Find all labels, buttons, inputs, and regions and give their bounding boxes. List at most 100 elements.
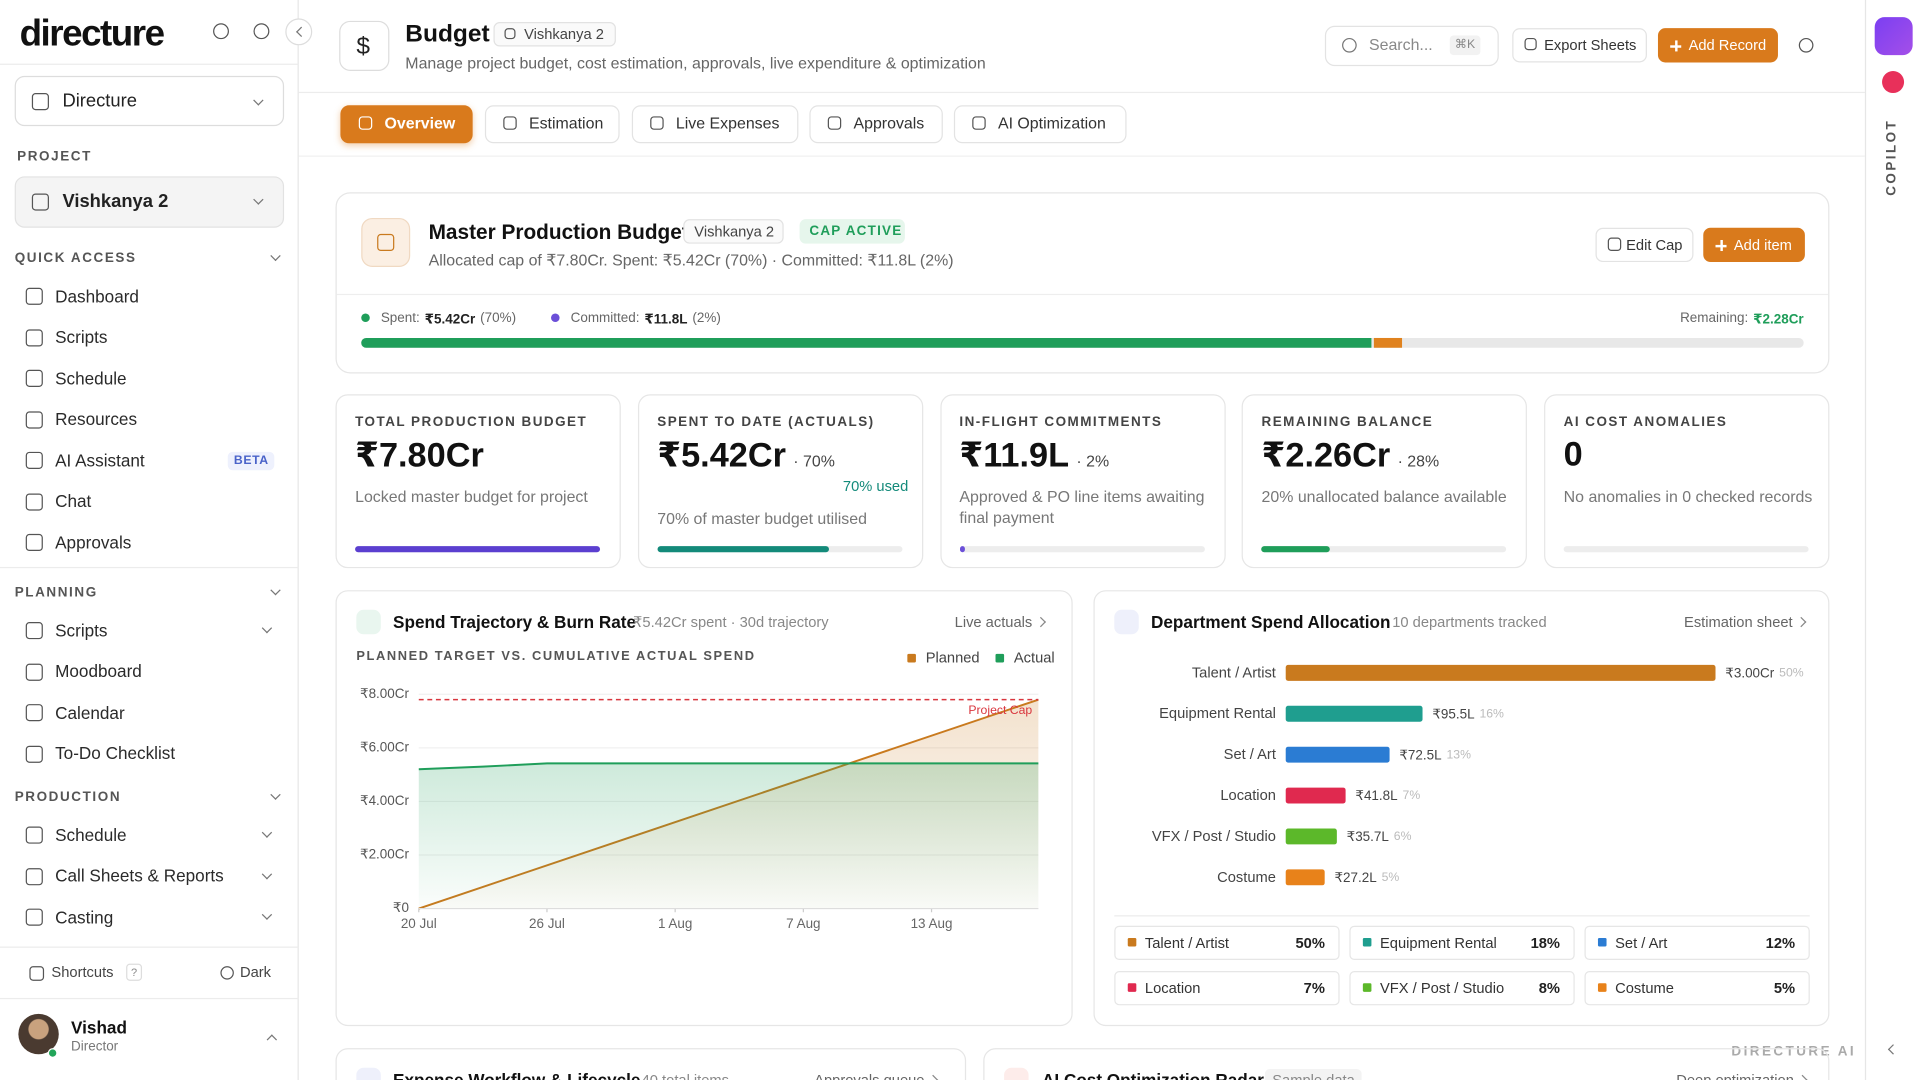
theme-toggle[interactable]: Dark xyxy=(240,963,272,981)
kpi-value-row: ₹5.42Cr · 70% xyxy=(657,435,835,479)
icon xyxy=(650,116,664,130)
nav-item[interactable]: Approvals xyxy=(55,532,132,552)
collapse-button[interactable] xyxy=(285,18,313,46)
icon xyxy=(220,966,234,980)
icon xyxy=(25,287,43,305)
section-title[interactable]: QUICK ACCESS xyxy=(14,250,137,266)
add-record-label: Add Record xyxy=(1688,36,1767,54)
icon xyxy=(25,492,43,510)
icon xyxy=(827,116,842,130)
project-name: Vishkanya 2 xyxy=(62,190,169,212)
plus-icon xyxy=(1675,40,1677,52)
card-icon xyxy=(1114,609,1139,635)
card-title: Spend Trajectory & Burn Rate xyxy=(393,611,636,632)
card-title: Master Production Budget xyxy=(428,220,689,244)
tab[interactable] xyxy=(631,105,799,144)
icon xyxy=(1342,37,1357,53)
icon xyxy=(25,451,43,469)
section-label: PROJECT xyxy=(17,149,92,164)
icon xyxy=(25,704,43,722)
chart-subtitle: PLANNED TARGET VS. CUMULATIVE ACTUAL SPE… xyxy=(356,649,756,664)
edit-cap-label: Edit Cap xyxy=(1626,236,1683,254)
workspace-name: Directure xyxy=(62,90,137,112)
kpi-value-row: 0 xyxy=(1564,435,1583,479)
card-title: AI Cost Optimization Radar xyxy=(1042,1069,1264,1080)
kpi-note: 20% unallocated balance available xyxy=(1261,487,1507,506)
legend-dot xyxy=(551,313,560,323)
kpi-delta: · 28% xyxy=(1397,451,1440,471)
kpi-value-row: ₹7.80Cr xyxy=(355,435,484,479)
card xyxy=(335,192,1830,374)
icon xyxy=(358,116,373,130)
legend-item: Remaining: ₹2.28Cr xyxy=(1680,307,1804,329)
tab-label: AI Optimization xyxy=(997,114,1106,133)
legend-label: Location xyxy=(1144,979,1201,997)
export-button[interactable] xyxy=(1512,28,1647,63)
legend-label: Equipment Rental xyxy=(1380,934,1497,952)
nav-item[interactable]: Call Sheets & Reports xyxy=(55,865,224,886)
divider xyxy=(336,293,1829,296)
legend-share: 7% xyxy=(1303,979,1325,997)
nav-item[interactable]: Chat xyxy=(55,491,92,511)
icon xyxy=(972,116,986,130)
card-link[interactable]: Approvals queue xyxy=(814,1071,925,1080)
kpi-value: ₹5.42Cr xyxy=(657,435,786,474)
legend-dot xyxy=(361,313,370,323)
icon xyxy=(25,369,43,387)
tab-label: Approvals xyxy=(853,114,925,133)
nav-item[interactable]: Scripts xyxy=(55,620,108,640)
copilot-panel xyxy=(1864,0,1920,1080)
edit-cap-button[interactable] xyxy=(1595,227,1694,263)
nav-item[interactable]: Schedule xyxy=(55,824,127,845)
status-dot xyxy=(47,1048,58,1058)
sidebar xyxy=(0,0,299,1080)
tab[interactable] xyxy=(953,105,1127,144)
divider xyxy=(0,63,299,65)
page-icon-symbol: $ xyxy=(356,33,370,60)
section-title[interactable]: PRODUCTION xyxy=(14,789,122,805)
legend-label: Committed: xyxy=(570,311,640,326)
nav-item[interactable]: Moodboard xyxy=(55,661,142,681)
legend-share: 5% xyxy=(1773,979,1796,997)
nav-item[interactable]: Scripts xyxy=(55,326,108,347)
legend-amount: ₹2.28Cr xyxy=(1753,311,1804,327)
search-box[interactable] xyxy=(1324,25,1499,67)
icon xyxy=(1524,37,1537,51)
icon xyxy=(25,533,43,552)
card-link[interactable]: Deep optimization xyxy=(1676,1071,1794,1080)
card-link[interactable]: Estimation sheet xyxy=(1684,613,1793,631)
kpi-track xyxy=(959,546,1205,553)
divider xyxy=(0,566,299,569)
plus-icon xyxy=(1720,240,1723,252)
legend-amount: ₹5.42Cr xyxy=(424,311,476,327)
kpi-card xyxy=(1241,394,1528,569)
nav-item[interactable]: To-Do Checklist xyxy=(55,743,176,763)
legend-swatch xyxy=(1362,937,1372,947)
kpi-label: TOTAL PRODUCTION BUDGET xyxy=(355,414,588,430)
notification-badge xyxy=(1882,71,1905,94)
legend-label: VFX / Post / Studio xyxy=(1380,979,1505,997)
workspace-select[interactable] xyxy=(14,75,285,127)
kpi-progress xyxy=(1261,546,1331,553)
legend-swatch xyxy=(1597,937,1607,947)
nav-item[interactable]: AI Assistant xyxy=(55,450,145,470)
tab[interactable] xyxy=(340,105,473,144)
kpi-value: ₹2.26Cr xyxy=(1261,435,1391,474)
nav-item[interactable]: Calendar xyxy=(55,702,125,722)
card-link[interactable]: Live actuals xyxy=(954,613,1033,631)
section-title[interactable]: PLANNING xyxy=(14,585,98,600)
nav-item[interactable]: Resources xyxy=(55,408,138,429)
tab[interactable] xyxy=(809,105,943,144)
shortcuts[interactable]: Shortcuts xyxy=(51,963,114,981)
icon xyxy=(31,93,49,111)
tab-label: Estimation xyxy=(528,114,604,133)
nav-item[interactable]: Schedule xyxy=(55,367,127,388)
legend-label: Remaining: xyxy=(1680,311,1749,326)
copilot-button[interactable] xyxy=(1874,17,1913,56)
nav-item[interactable]: Casting xyxy=(55,906,114,927)
project-select[interactable] xyxy=(14,176,285,228)
legend-chip xyxy=(1584,971,1810,1006)
nav-item[interactable]: Dashboard xyxy=(55,285,139,306)
icon xyxy=(213,23,229,40)
tab[interactable] xyxy=(484,105,620,144)
